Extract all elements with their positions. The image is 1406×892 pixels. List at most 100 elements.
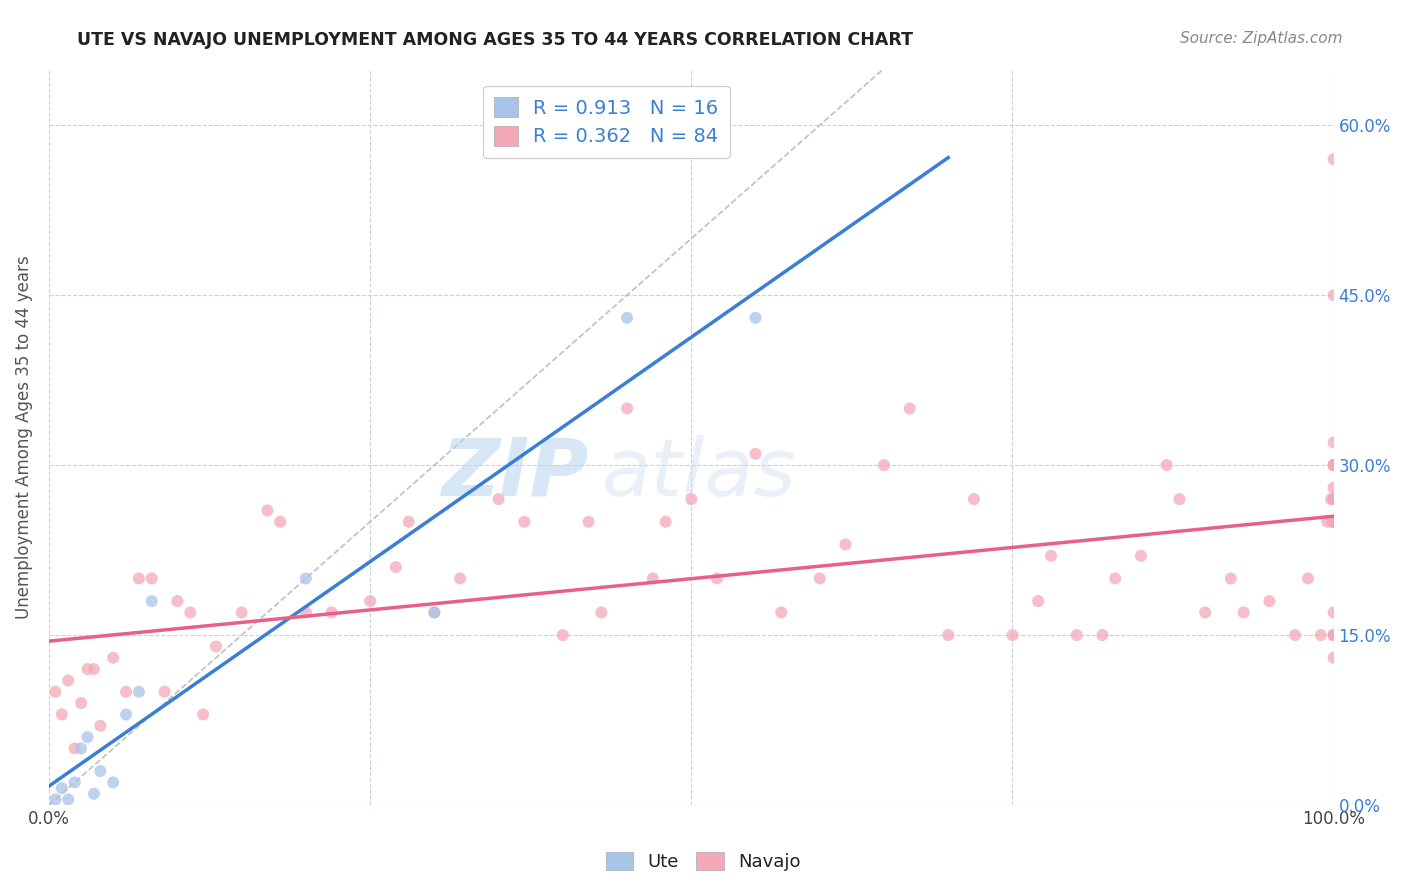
Point bbox=[128, 685, 150, 699]
Legend: Ute, Navajo: Ute, Navajo bbox=[599, 845, 807, 879]
Point bbox=[770, 606, 793, 620]
Point bbox=[1323, 492, 1346, 507]
Point bbox=[103, 775, 125, 789]
Point bbox=[551, 628, 574, 642]
Point bbox=[58, 792, 80, 806]
Text: atlas: atlas bbox=[602, 434, 796, 513]
Point bbox=[936, 628, 959, 642]
Point bbox=[1323, 515, 1346, 529]
Point bbox=[616, 310, 638, 325]
Point bbox=[1066, 628, 1088, 642]
Point bbox=[449, 571, 471, 585]
Point bbox=[63, 775, 86, 789]
Point bbox=[1040, 549, 1063, 563]
Y-axis label: Unemployment Among Ages 35 to 44 years: Unemployment Among Ages 35 to 44 years bbox=[15, 255, 32, 619]
Point bbox=[1323, 492, 1346, 507]
Point bbox=[1194, 606, 1216, 620]
Point bbox=[1323, 606, 1346, 620]
Point bbox=[1219, 571, 1241, 585]
Point bbox=[115, 707, 138, 722]
Point bbox=[89, 719, 111, 733]
Point bbox=[70, 696, 93, 710]
Text: ZIP: ZIP bbox=[441, 434, 589, 513]
Point bbox=[423, 606, 446, 620]
Point bbox=[51, 780, 73, 795]
Text: UTE VS NAVAJO UNEMPLOYMENT AMONG AGES 35 TO 44 YEARS CORRELATION CHART: UTE VS NAVAJO UNEMPLOYMENT AMONG AGES 35… bbox=[77, 31, 914, 49]
Point bbox=[44, 685, 66, 699]
Point bbox=[44, 792, 66, 806]
Point bbox=[83, 787, 105, 801]
Point bbox=[1323, 628, 1346, 642]
Point bbox=[591, 606, 613, 620]
Point bbox=[153, 685, 176, 699]
Point bbox=[269, 515, 291, 529]
Point bbox=[359, 594, 381, 608]
Point bbox=[1323, 458, 1346, 472]
Point bbox=[398, 515, 420, 529]
Point bbox=[141, 571, 163, 585]
Point bbox=[1316, 515, 1339, 529]
Point bbox=[898, 401, 921, 416]
Point bbox=[231, 606, 253, 620]
Point bbox=[744, 447, 766, 461]
Point bbox=[191, 707, 214, 722]
Point bbox=[1233, 606, 1256, 620]
Point bbox=[321, 606, 343, 620]
Point bbox=[1322, 515, 1344, 529]
Point bbox=[423, 606, 446, 620]
Point bbox=[1001, 628, 1024, 642]
Point bbox=[1104, 571, 1126, 585]
Point bbox=[1323, 458, 1346, 472]
Point bbox=[1296, 571, 1319, 585]
Point bbox=[166, 594, 188, 608]
Point bbox=[1323, 515, 1346, 529]
Point bbox=[808, 571, 831, 585]
Point bbox=[58, 673, 80, 688]
Point bbox=[1320, 492, 1343, 507]
Legend: R = 0.913   N = 16, R = 0.362   N = 84: R = 0.913 N = 16, R = 0.362 N = 84 bbox=[482, 86, 730, 158]
Point bbox=[89, 764, 111, 778]
Point bbox=[256, 503, 278, 517]
Point bbox=[513, 515, 536, 529]
Point bbox=[873, 458, 896, 472]
Point bbox=[1258, 594, 1281, 608]
Point bbox=[1026, 594, 1049, 608]
Point bbox=[1323, 628, 1346, 642]
Point bbox=[1323, 458, 1346, 472]
Point bbox=[1323, 492, 1346, 507]
Point bbox=[641, 571, 664, 585]
Point bbox=[1323, 435, 1346, 450]
Point bbox=[51, 707, 73, 722]
Point bbox=[706, 571, 728, 585]
Point bbox=[744, 310, 766, 325]
Point bbox=[1323, 628, 1346, 642]
Point bbox=[179, 606, 201, 620]
Point bbox=[1129, 549, 1152, 563]
Point bbox=[1323, 492, 1346, 507]
Point bbox=[70, 741, 93, 756]
Point bbox=[83, 662, 105, 676]
Point bbox=[1309, 628, 1331, 642]
Point bbox=[616, 401, 638, 416]
Point bbox=[963, 492, 986, 507]
Point bbox=[1323, 288, 1346, 302]
Point bbox=[1323, 152, 1346, 166]
Point bbox=[1323, 515, 1346, 529]
Point bbox=[488, 492, 510, 507]
Point bbox=[1323, 481, 1346, 495]
Point bbox=[1091, 628, 1114, 642]
Point bbox=[63, 741, 86, 756]
Point bbox=[76, 662, 98, 676]
Point bbox=[681, 492, 703, 507]
Point bbox=[1323, 650, 1346, 665]
Point bbox=[578, 515, 600, 529]
Point bbox=[654, 515, 676, 529]
Point bbox=[295, 606, 318, 620]
Point bbox=[385, 560, 408, 574]
Point bbox=[1156, 458, 1178, 472]
Point bbox=[205, 640, 228, 654]
Point bbox=[115, 685, 138, 699]
Point bbox=[128, 571, 150, 585]
Point bbox=[834, 537, 856, 551]
Point bbox=[295, 571, 318, 585]
